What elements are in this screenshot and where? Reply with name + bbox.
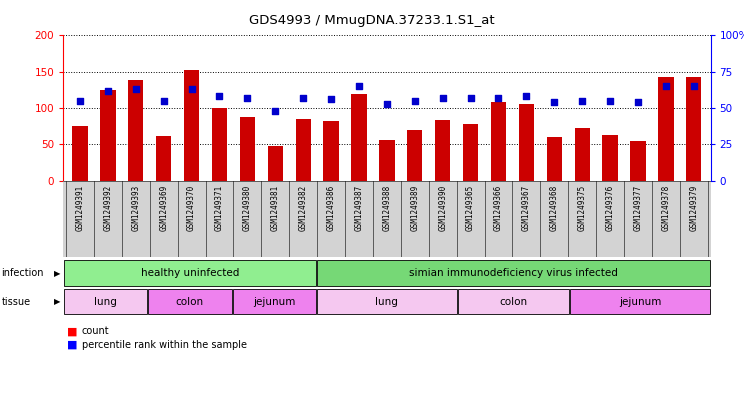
Point xyxy=(548,99,560,105)
Text: GSM1249382: GSM1249382 xyxy=(298,185,308,231)
Bar xyxy=(100,90,115,181)
Bar xyxy=(268,146,283,181)
Text: ▶: ▶ xyxy=(54,298,61,306)
Bar xyxy=(128,81,144,181)
Point xyxy=(687,83,699,89)
Point xyxy=(186,86,198,92)
Point xyxy=(409,97,421,104)
Bar xyxy=(212,108,227,181)
Text: colon: colon xyxy=(499,297,527,307)
Text: GSM1249380: GSM1249380 xyxy=(243,185,252,231)
Text: GSM1249387: GSM1249387 xyxy=(354,185,364,231)
Point xyxy=(632,99,644,105)
Bar xyxy=(435,120,450,181)
Bar xyxy=(630,141,646,181)
Point xyxy=(660,83,672,89)
Point xyxy=(214,93,225,99)
Bar xyxy=(379,140,394,181)
Text: GSM1249366: GSM1249366 xyxy=(494,185,503,231)
Bar xyxy=(351,94,367,181)
Text: GSM1249388: GSM1249388 xyxy=(382,185,391,231)
Bar xyxy=(547,137,562,181)
Bar xyxy=(184,70,199,181)
Point xyxy=(381,101,393,107)
Text: GSM1249392: GSM1249392 xyxy=(103,185,112,231)
FancyBboxPatch shape xyxy=(64,261,316,286)
FancyBboxPatch shape xyxy=(571,289,710,314)
FancyBboxPatch shape xyxy=(63,181,711,257)
Bar xyxy=(295,119,311,181)
Text: GSM1249391: GSM1249391 xyxy=(75,185,85,231)
FancyBboxPatch shape xyxy=(317,261,710,286)
Text: colon: colon xyxy=(176,297,204,307)
Bar xyxy=(324,121,339,181)
FancyBboxPatch shape xyxy=(317,289,457,314)
Text: GSM1249369: GSM1249369 xyxy=(159,185,168,231)
Text: GSM1249389: GSM1249389 xyxy=(410,185,420,231)
Bar xyxy=(240,117,255,181)
Point xyxy=(604,97,616,104)
Text: jejunum: jejunum xyxy=(619,297,661,307)
Text: GDS4993 / MmugDNA.37233.1.S1_at: GDS4993 / MmugDNA.37233.1.S1_at xyxy=(249,14,495,27)
Point xyxy=(269,108,281,114)
Point xyxy=(437,95,449,101)
Text: GSM1249368: GSM1249368 xyxy=(550,185,559,231)
Point xyxy=(130,86,142,92)
Bar xyxy=(491,102,506,181)
Text: infection: infection xyxy=(1,268,44,278)
Point xyxy=(325,96,337,103)
Text: GSM1249367: GSM1249367 xyxy=(522,185,531,231)
Point xyxy=(520,93,532,99)
Bar xyxy=(574,129,590,181)
Bar xyxy=(72,126,88,181)
Text: GSM1249371: GSM1249371 xyxy=(215,185,224,231)
Text: GSM1249379: GSM1249379 xyxy=(689,185,699,231)
Text: healthy uninfected: healthy uninfected xyxy=(141,268,239,278)
Point xyxy=(464,95,476,101)
Text: ■: ■ xyxy=(67,340,77,350)
Text: ▶: ▶ xyxy=(54,269,61,277)
Text: GSM1249381: GSM1249381 xyxy=(271,185,280,231)
Bar xyxy=(156,136,171,181)
FancyBboxPatch shape xyxy=(233,289,316,314)
Text: count: count xyxy=(82,326,109,336)
FancyBboxPatch shape xyxy=(148,289,231,314)
Bar xyxy=(519,105,534,181)
Point xyxy=(74,97,86,104)
Point xyxy=(241,95,253,101)
Text: GSM1249370: GSM1249370 xyxy=(187,185,196,231)
Bar xyxy=(463,124,478,181)
Text: percentile rank within the sample: percentile rank within the sample xyxy=(82,340,247,350)
Text: jejunum: jejunum xyxy=(253,297,295,307)
Point xyxy=(297,95,310,101)
Point xyxy=(353,83,365,89)
Text: GSM1249393: GSM1249393 xyxy=(131,185,141,231)
Text: GSM1249377: GSM1249377 xyxy=(633,185,643,231)
FancyBboxPatch shape xyxy=(458,289,569,314)
Bar xyxy=(603,135,618,181)
Text: GSM1249365: GSM1249365 xyxy=(466,185,475,231)
Text: ■: ■ xyxy=(67,326,77,336)
Text: lung: lung xyxy=(94,297,117,307)
Bar xyxy=(658,77,673,181)
Bar xyxy=(686,77,702,181)
Text: GSM1249375: GSM1249375 xyxy=(577,185,587,231)
Text: GSM1249378: GSM1249378 xyxy=(661,185,670,231)
Point xyxy=(493,95,504,101)
Bar xyxy=(407,130,423,181)
Text: tissue: tissue xyxy=(1,297,31,307)
Text: GSM1249390: GSM1249390 xyxy=(438,185,447,231)
FancyBboxPatch shape xyxy=(64,289,147,314)
Text: lung: lung xyxy=(376,297,398,307)
Point xyxy=(158,97,170,104)
Point xyxy=(576,97,588,104)
Text: GSM1249386: GSM1249386 xyxy=(327,185,336,231)
Text: simian immunodeficiency virus infected: simian immunodeficiency virus infected xyxy=(409,268,618,278)
Text: GSM1249376: GSM1249376 xyxy=(606,185,615,231)
Point xyxy=(102,88,114,94)
